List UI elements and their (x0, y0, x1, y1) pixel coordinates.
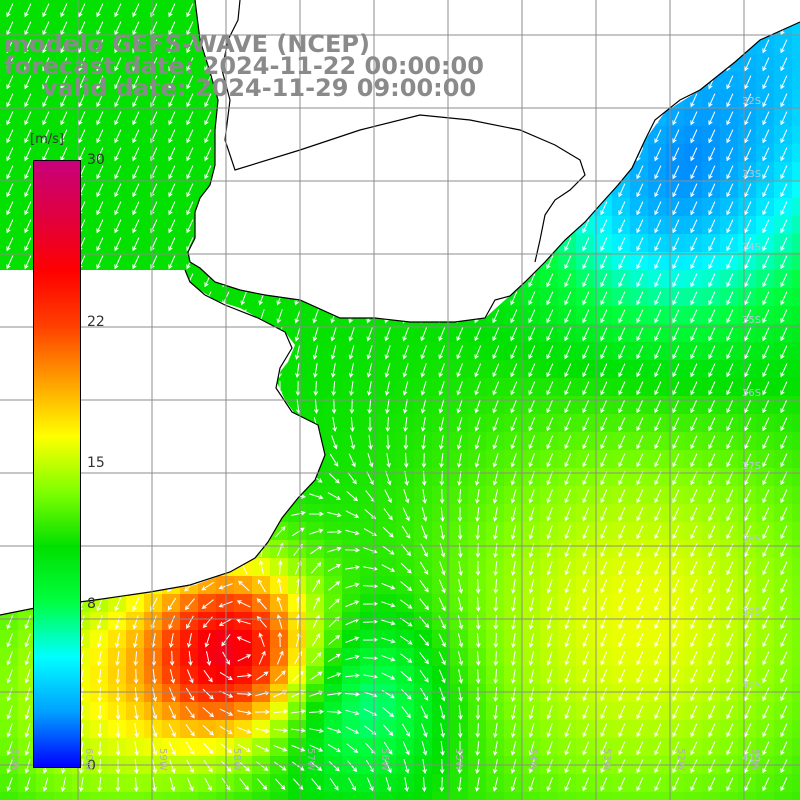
colorbar-gradient (33, 160, 81, 768)
colorbar-tick-label: 8 (87, 596, 96, 613)
title-model: modelo GEFS-WAVE (NCEP) (4, 30, 370, 58)
land-mass-argentina (0, 270, 325, 615)
latitude-label: 36S (742, 388, 762, 399)
latitude-label: 41S (742, 753, 762, 764)
latitude-label: 37S (742, 461, 762, 472)
longitude-label: 59W (157, 748, 168, 771)
colorbar-tick-label: 15 (87, 455, 105, 471)
latitude-label: 38S (742, 534, 762, 545)
coastline (0, 0, 800, 616)
longitude-label: 57W (305, 748, 316, 771)
colorbar-unit: [m/s] (30, 132, 64, 147)
longitude-label: 55W (453, 748, 464, 771)
colorbar-tick-label: 22 (87, 313, 105, 330)
colorbar-tick-label: 30 (87, 152, 105, 168)
longitude-label: 52W (675, 748, 686, 771)
longitude-label: 60W (83, 748, 94, 771)
latitude-label: 39S (742, 607, 762, 618)
latitude-label: 34S (742, 242, 762, 253)
longitude-label: 56W (379, 748, 390, 771)
title-forecast-date: forecast date: 2024-11-22 00:00:00 (4, 52, 484, 80)
colorbar-tick-label: 0 (87, 758, 96, 774)
longitude-label: 54W (527, 748, 538, 771)
longitude-label: 58W (231, 748, 242, 771)
latitude-label: 40S (742, 680, 762, 691)
title-valid-date: valid date: 2024-11-29 09:00:00 (42, 74, 477, 102)
latitude-label: 35S (742, 315, 762, 326)
latitude-label: 32S (742, 96, 762, 107)
latitude-label: 33S (742, 169, 762, 180)
longitude-label: 53W (601, 748, 612, 771)
longitude-label: 51W (749, 748, 760, 771)
longitude-label: 61W (9, 748, 20, 771)
